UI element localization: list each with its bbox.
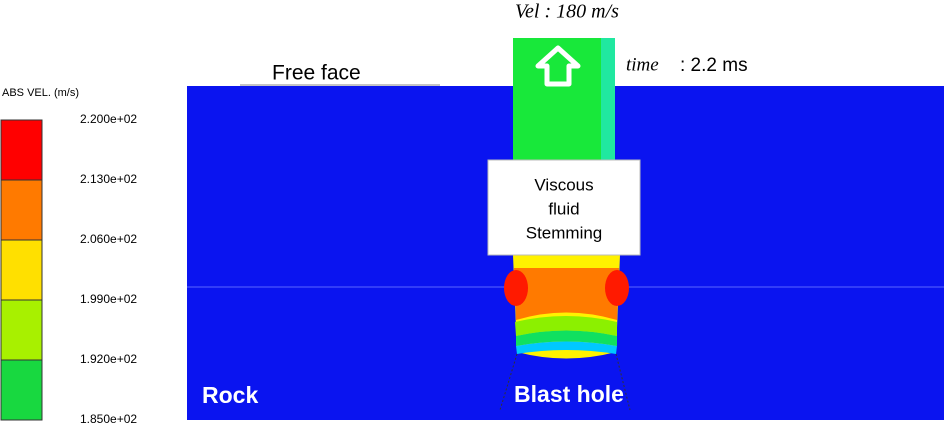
legend-swatch [0, 359, 43, 421]
stemming-edge [601, 38, 615, 160]
free-face-label: Free face [272, 62, 361, 85]
stemming-label: Viscous [534, 175, 593, 194]
legend-swatch [0, 299, 43, 361]
up-arrow [535, 45, 581, 87]
stemming-column [513, 38, 615, 160]
velocity-label: Vel : 180 m/s [515, 1, 619, 23]
legend-label: 1.990e+02 [80, 292, 137, 306]
legend-label: 1.920e+02 [80, 352, 137, 366]
legend-swatch [0, 179, 43, 241]
hole-outline [499, 353, 631, 411]
legend-swatch [0, 119, 43, 181]
blast-green [515, 316, 617, 336]
legend-label: 2.060e+02 [80, 232, 137, 246]
legend: 2.200e+02 2.130e+02 2.060e+02 1.990e+02 1.92… [0, 112, 137, 424]
blast-orange [514, 268, 619, 320]
time-value: : 2.2 ms [680, 55, 748, 76]
blast-red [504, 270, 528, 306]
blast-cyan [516, 341, 617, 354]
legend-swatch [0, 239, 43, 301]
time-label: time [626, 54, 659, 75]
legend-label: 2.130e+02 [80, 172, 137, 186]
blast-green2 [516, 330, 617, 346]
stemming-label: fluid [548, 199, 579, 218]
stemming-label: Stemming [526, 223, 603, 242]
legend-label: 1.850e+02 [80, 412, 137, 424]
blast-red [605, 270, 629, 306]
legend-label: 2.200e+02 [80, 112, 137, 126]
rock-label: Rock [202, 382, 258, 408]
stemming-box [487, 159, 641, 256]
legend-title: ABS VEL. (m/s) [2, 87, 79, 99]
blast-hole-label: Blast hole [514, 381, 624, 407]
